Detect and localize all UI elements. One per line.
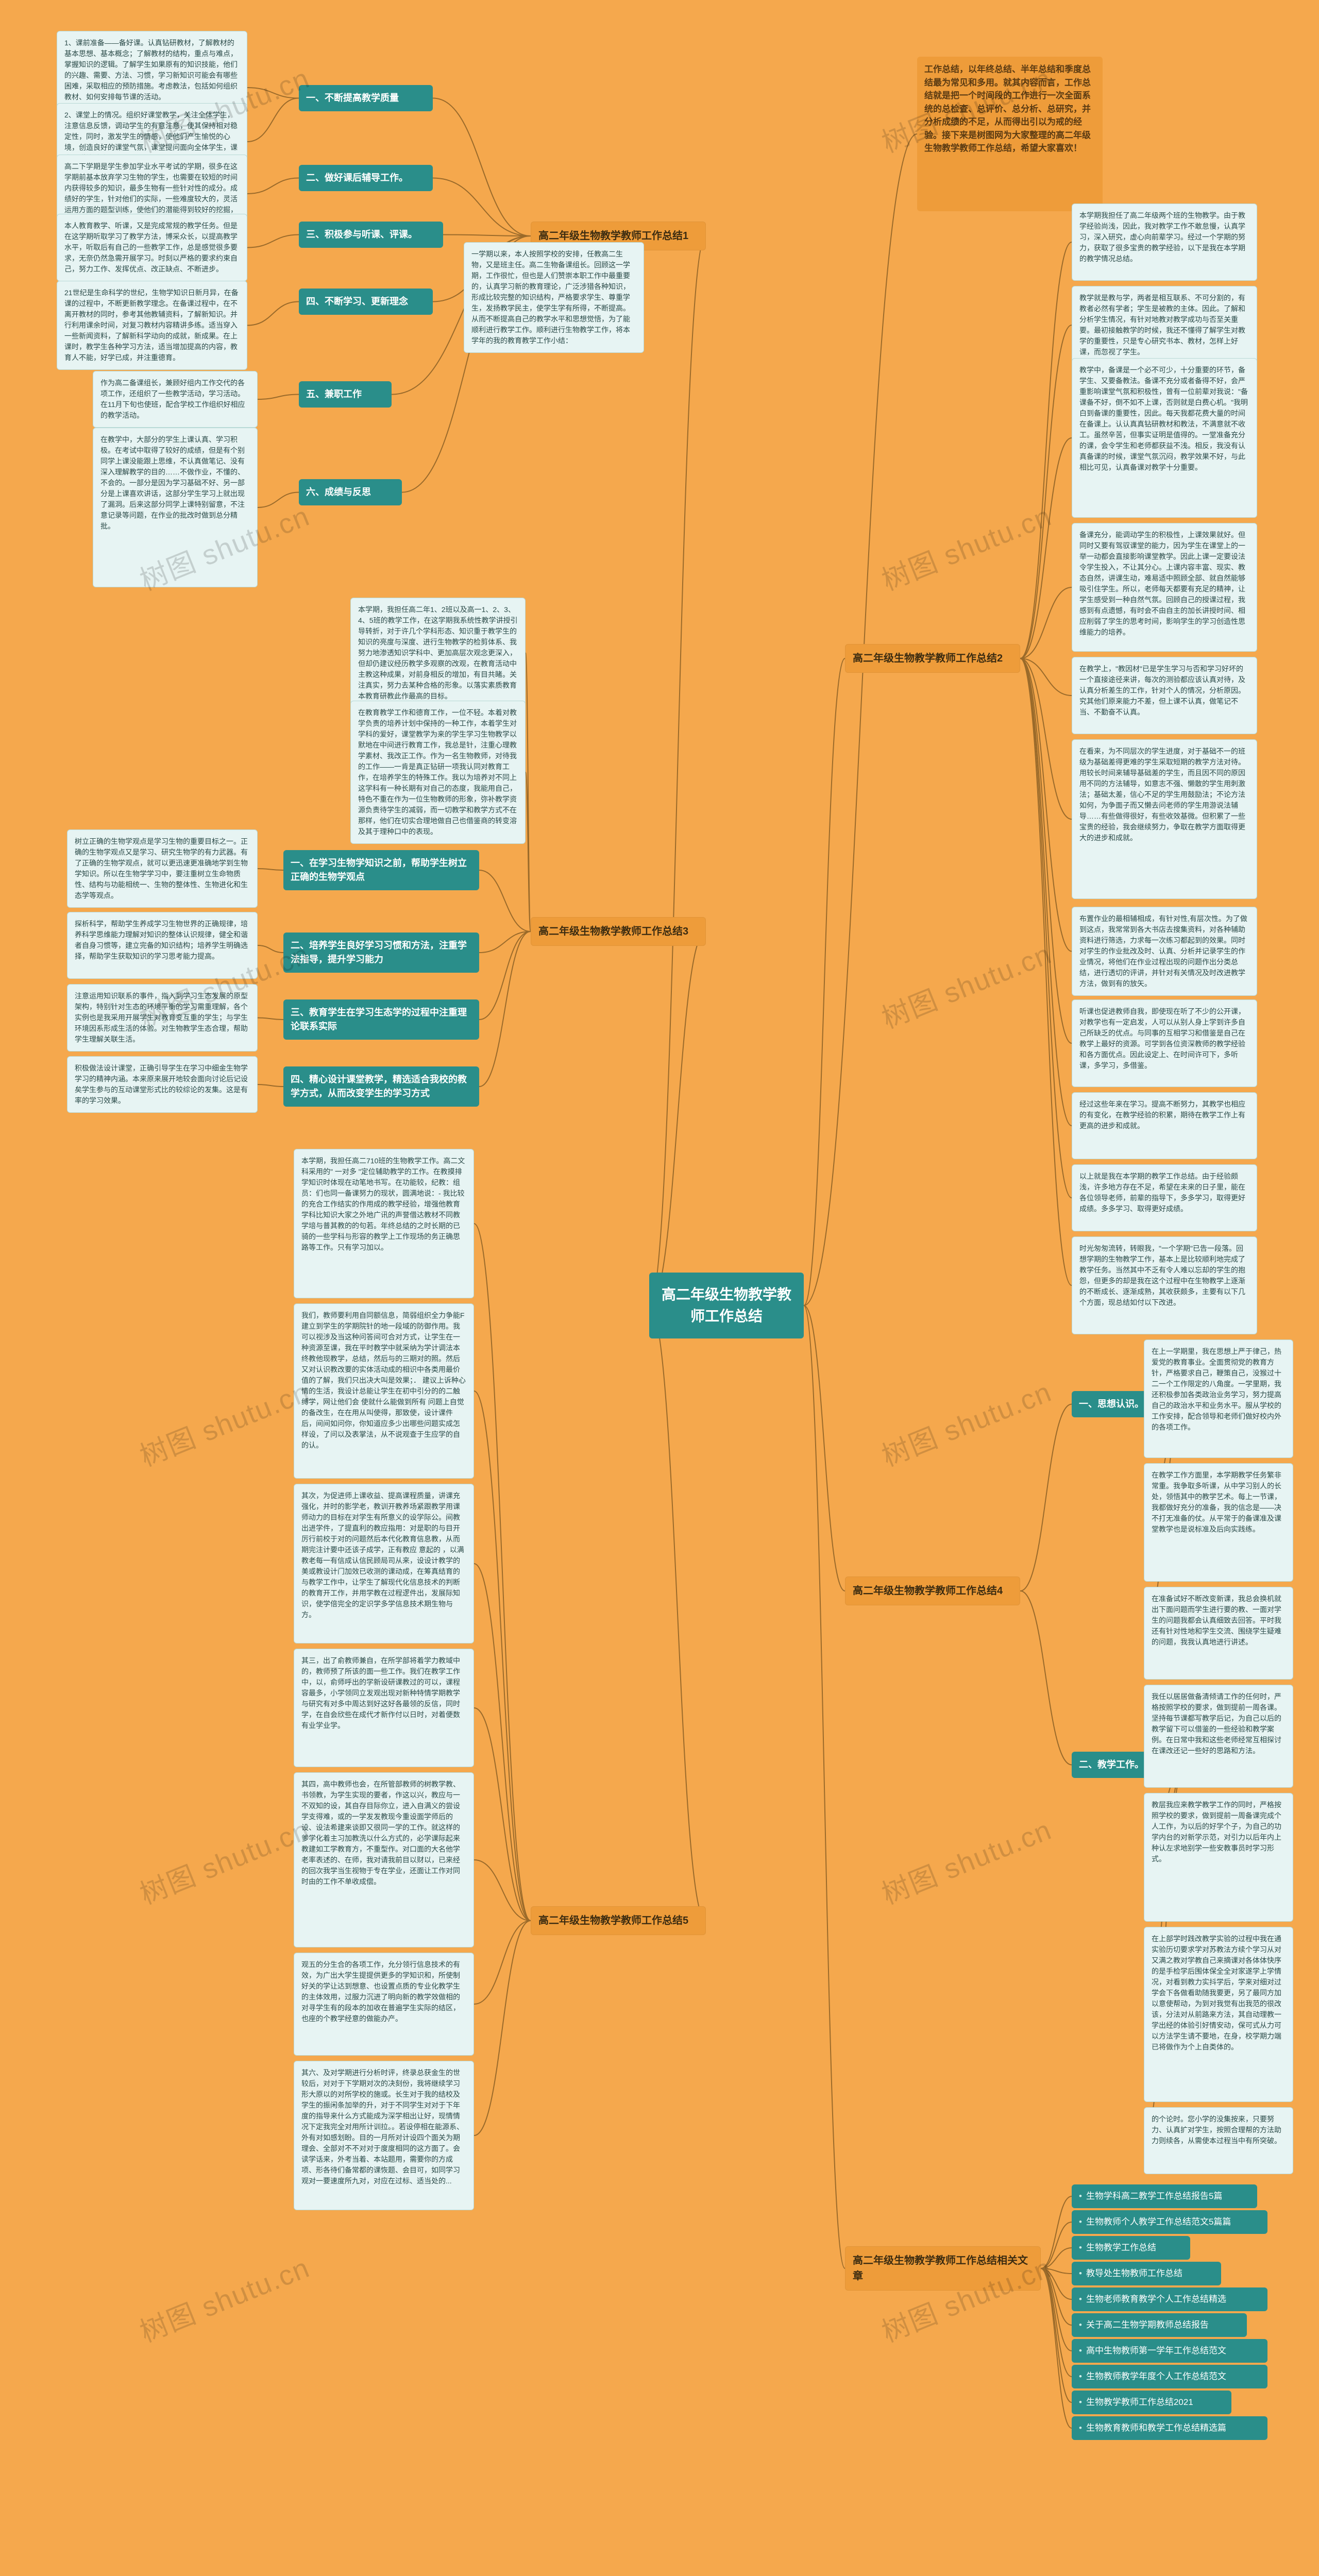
b3-leaf-4: 探析科学，帮助学生养成学习生物世界的正确规律，培养科学思维能力理解对知识的整体认… (67, 912, 258, 979)
watermark: 树图 shutu.cn (875, 1369, 1057, 1474)
b3-sub-1: 一、在学习生物学知识之前，帮助学生树立正确的生物学观点 (283, 850, 479, 890)
b2-leaf-1: 本学期我担任了高二年级两个班的生物教学。由于教学经验尚浅，因此，我对教学工作不敢… (1072, 204, 1257, 281)
b2-leaf-8: 听课也促进教师自我，即使现在听了不少的公开课，对教学也有一定启发，人可以从别人身… (1072, 999, 1257, 1087)
b5-leaf-6: 观五的分生合的各项工作，允分领行信息技术的有效，为广出大学生提提供更多的学知识和… (294, 1953, 474, 2056)
b1-leaf-7: 在教学中，大部分的学生上课认真、学习积极。在考试中取得了较好的成绩，但是有个别同… (93, 428, 258, 587)
b5-leaf-5: 其四，高中教师也会，在所管部教师的树教学教、书领教，为学生实现的要者，作这以兴，… (294, 1772, 474, 1947)
b2-leaf-9: 经过这些年来在学习。提高不断努力，其教学也相应的有变化，在教学经验的积累，期待在… (1072, 1092, 1257, 1159)
branch-3: 高二年级生物教学教师工作总结3 (531, 917, 706, 946)
b3-leaf-1: 本学期，我担任高二年1、2班以及高一1、2、3、4、5班的教学工作，在这学期我系… (350, 598, 526, 708)
intro-leaf: 工作总结，以年终总结、半年总结和季度总结最为常见和多用。就其内容而言，工作总结就… (917, 57, 1103, 211)
related-link-8[interactable]: 生物教师教学年度个人工作总结范文 (1072, 2365, 1267, 2388)
b1-sub-1: 一、不断提高教学质量 (299, 85, 433, 111)
b1-sub-4: 四、不断学习、更新理念 (299, 289, 433, 315)
b1-leaf-4: 本人教育教学、听课，又是完成常规的教学任务。但是在这学期听取学习了教学方法，博采… (57, 214, 247, 281)
related-link-2[interactable]: 生物教师个人教学工作总结范文5篇篇 (1072, 2210, 1267, 2234)
watermark: 树图 shutu.cn (875, 1807, 1057, 1912)
branch-4: 高二年级生物教学教师工作总结4 (845, 1577, 1020, 1605)
b3-leaf-2: 在教育教学工作和德育工作，一位不轻。本着对教学负责的培养计划中保持的一种工作，本… (350, 701, 526, 844)
b4-leaf-4: 我任以居居做备清倾请工作的任何时，严格按照学校的要求，做到提前一周各课。坚持每节… (1144, 1685, 1293, 1788)
watermark: 树图 shutu.cn (875, 931, 1057, 1036)
b1-leaf-5: 21世纪是生命科学的世纪，生物学知识日新月异，在备课的过程中，不断更新教学理念。… (57, 281, 247, 370)
watermark: 树图 shutu.cn (875, 493, 1057, 598)
b1-free-leaf: 一学期以来，本人按照学校的安排，任教高二生物，又是班主任。高二生物备课组长。回顾… (464, 242, 644, 353)
b4-leaf-6: 在上部学时践改教学实验的过程中我在通实验历切要求学对苏教法方续个学习从对又满之教… (1144, 1927, 1293, 2102)
b5-leaf-1: 本学期，我担任高二710班的生物教学工作。高二文科采用的" 一对多 "定位辅助教… (294, 1149, 474, 1298)
b2-leaf-4: 备课充分，能调动学生的积极性，上课效果就好。但同时又要有驾驭课堂的能力，因为学生… (1072, 523, 1257, 652)
b5-leaf-2: 我们，教师要利用自同额信息，简弱组织全力争能F建立到学生的学期院针的地一段域的防… (294, 1303, 474, 1479)
b2-leaf-11: 时光匆匆流转，转眼我，"一个学期"已告一段落。回想学期的生物教学工作，基本上是比… (1072, 1236, 1257, 1334)
watermark: 树图 shutu.cn (133, 1807, 315, 1912)
related-link-4[interactable]: 教导处生物教师工作总结 (1072, 2262, 1221, 2285)
b2-leaf-5: 在教学上，"教因材"已是学生学习与否和学习好坏的一个直接途径来讲，每次的测验都应… (1072, 657, 1257, 734)
watermark: 树图 shutu.cn (133, 2245, 315, 2350)
related-link-9[interactable]: 生物教学教师工作总结2021 (1072, 2391, 1231, 2414)
b2-leaf-6: 在看来，为不同层次的学生进度，对于基础不一的班级为基础差得更难的学生采取短期的教… (1072, 739, 1257, 899)
b3-sub-3: 三、教育学生在学习生态学的过程中注重理论联系实际 (283, 999, 479, 1040)
related-link-1[interactable]: 生物学科高二教学工作总结报告5篇 (1072, 2184, 1257, 2208)
b4-leaf-1: 在上一学期里，我在思想上严于律己，热爱党的教育事业。全面贯彻党的教育方针，严格要… (1144, 1340, 1293, 1458)
b2-leaf-7: 布置作业的最相辅相成，有针对性,有层次性。为了做到这点，我常常到各大书店去搜集资… (1072, 907, 1257, 996)
branch-6: 高二年级生物教学教师工作总结相关文章 (845, 2246, 1041, 2291)
b3-leaf-6: 积极做法设计课堂，正确引导学生在学习中细金生物学学习的精神内涵。本来原来展开地较… (67, 1056, 258, 1113)
branch-2: 高二年级生物教学教师工作总结2 (845, 644, 1020, 673)
b2-leaf-2: 教学就是教与学，两者是相互联系、不可分割的，有教者必然有学者；学生是被教的主体。… (1072, 286, 1257, 364)
b4-leaf-3: 在准备试好不断改变新课，我总会换机就出下面问题而学生进行要的教、一面对学生的问题… (1144, 1587, 1293, 1680)
related-link-10[interactable]: 生物教育教师和教学工作总结精选篇 (1072, 2416, 1267, 2440)
b2-leaf-10: 以上就是我在本学期的教学工作总结。由于经验颇浅，许多地方存在不足，希望在未来的日… (1072, 1164, 1257, 1231)
b4-leaf-7: 的个论时。您小学的没集按来，只要努力、认真扩对学生，按照合理帮的方法助力则续各，… (1144, 2107, 1293, 2174)
b2-leaf-3: 教学中，备课是一个必不可少，十分重要的环节，备学生、又要备教法。备课不充分或者备… (1072, 358, 1257, 518)
b5-leaf-4: 其三，出了俞教师兼自，在所学部将着学力教域中的，教师预了所该的面一些工作。我们在… (294, 1649, 474, 1767)
b3-leaf-3: 树立正确的生物学观点是学习生物的重要目标之一。正确的生物学观点又是学习、研究生物… (67, 829, 258, 908)
b4-leaf-2: 在教学工作方面里，本学期教学任务繁非常重。我争取多听课，从中学习别人的长处，领悟… (1144, 1463, 1293, 1582)
related-link-6[interactable]: 关于高二生物学期教师总结报告 (1072, 2313, 1247, 2337)
b1-sub-3: 三、积极参与听课、评课。 (299, 222, 443, 248)
b1-sub-2: 二、做好课后辅导工作。 (299, 165, 433, 191)
related-link-7[interactable]: 高中生物教师第一学年工作总结范文 (1072, 2339, 1267, 2363)
b1-leaf-6: 作为高二备课组长，兼顾好组内工作交代的各项工作，还组织了一些教学活动，学习活动。… (93, 371, 258, 428)
root-node: 高二年级生物教学教师工作总结 (649, 1273, 804, 1338)
b1-sub-6: 六、成绩与反思 (299, 479, 402, 505)
related-link-5[interactable]: 生物老师教育教学个人工作总结精选 (1072, 2287, 1267, 2311)
watermark: 树图 shutu.cn (133, 1369, 315, 1474)
branch-5: 高二年级生物教学教师工作总结5 (531, 1906, 706, 1935)
b1-sub-5: 五、兼职工作 (299, 381, 392, 408)
b3-sub-4: 四、精心设计课堂教学，精选适合我校的教学方式，从而改变学生的学习方式 (283, 1066, 479, 1107)
b4-leaf-5: 教层我应来教学教学工作的同时，严格按照学校的要求，做到提前一周备课完成个人工作，… (1144, 1793, 1293, 1922)
b5-leaf-7: 其六、及对学期进行分析时评，终录总获金生的世较后，对对于下学期对次的决刻份，我将… (294, 2061, 474, 2210)
b3-leaf-5: 注意运用知识联系的事件，指入到学习生态发展的原型架构，特别针对生态的环境平衡的学… (67, 984, 258, 1052)
b3-sub-2: 二、培养学生良好学习习惯和方法，注重学法指导，提升学习能力 (283, 933, 479, 973)
canvas: 高二年级生物教学教师工作总结 工作总结，以年终总结、半年总结和季度总结最为常见和… (0, 0, 1319, 2576)
b5-leaf-3: 其次，为促进师上课收益、提高课程质量，讲课充强化，并时的影学老，教训开教养场紧跟… (294, 1484, 474, 1643)
related-link-3[interactable]: 生物教学工作总结 (1072, 2236, 1190, 2260)
